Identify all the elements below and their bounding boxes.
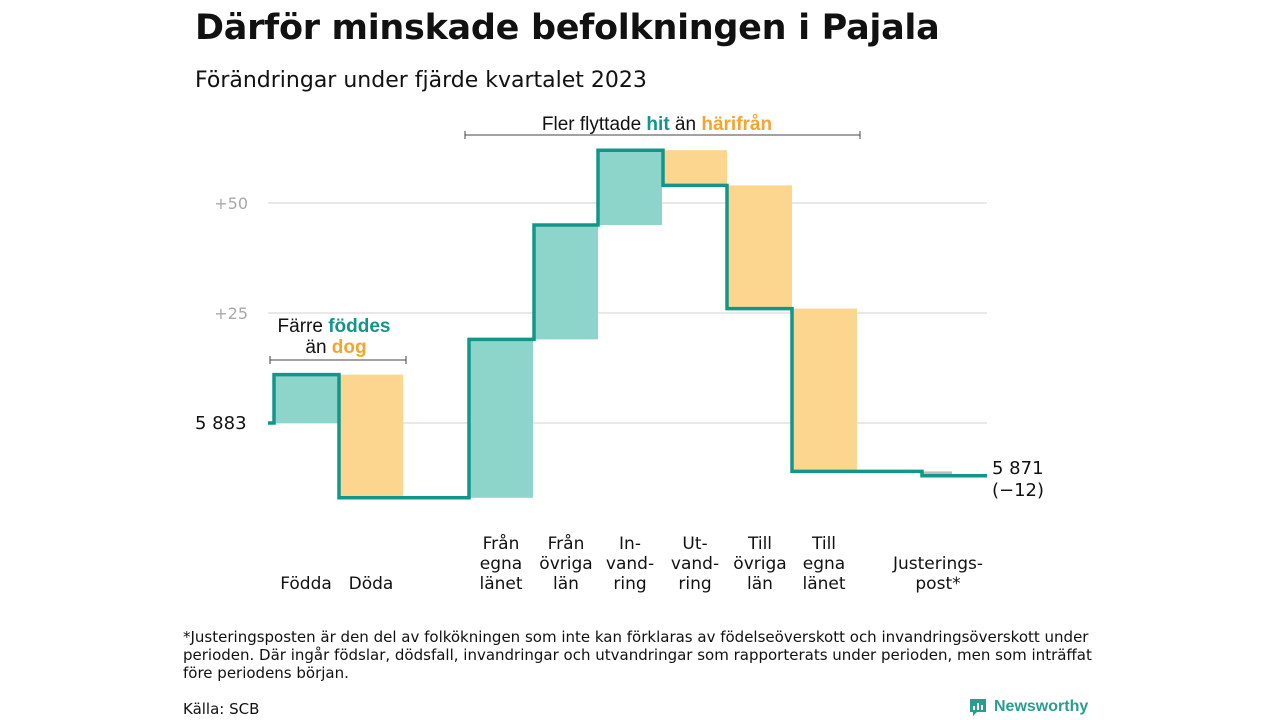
- category-label-line: Födda: [280, 574, 332, 594]
- category-label-line: länet: [802, 574, 845, 594]
- category-label-line: län: [553, 574, 579, 594]
- category-label-line: ring: [613, 574, 646, 594]
- category-label: Födda: [280, 574, 332, 594]
- category-label-line: län: [747, 574, 773, 594]
- category-label: In-vand-ring: [606, 534, 654, 594]
- waterfall-bar: [598, 150, 662, 225]
- category-label: Från egna länet: [479, 533, 522, 594]
- category-label-line: vand-: [671, 554, 719, 574]
- category-label-line: Till: [747, 534, 772, 554]
- waterfall-bar: [339, 374, 403, 498]
- category-label-line: post*: [915, 574, 960, 594]
- category-label-line: Justerings-: [892, 554, 983, 574]
- start-value-label: 5 883: [195, 413, 247, 434]
- end-delta-label: (−12): [992, 480, 1044, 501]
- category-label: Från övriga län: [539, 533, 592, 594]
- chart-bubble-icon: [970, 699, 986, 716]
- annotation-word: föddes: [328, 316, 390, 337]
- chart-title: Därför minskade befolkningen i Pajala: [195, 8, 940, 48]
- category-label: Till egna länet: [802, 534, 845, 594]
- category-label-line: egna: [803, 554, 845, 574]
- category-label-line: Ut-: [682, 534, 707, 554]
- end-value-label: 5 871: [992, 458, 1044, 479]
- footnote: *Justeringsposten är den del av folkökni…: [183, 628, 1092, 682]
- category-label-line: Från: [548, 533, 585, 554]
- cumulative-line: [268, 148, 987, 500]
- waterfall-bar: [727, 185, 792, 309]
- newsworthy-logo: Newsworthy: [968, 697, 1088, 717]
- category-label: Ut-vand-ring: [671, 534, 719, 594]
- source-note: Källa: SCB: [183, 700, 260, 718]
- category-label-line: ring: [678, 574, 711, 594]
- waterfall-bar: [469, 339, 533, 498]
- annotation-word: hit: [641, 114, 670, 135]
- waterfall-bar: [274, 374, 339, 423]
- births-annotation-line2: än dog: [305, 337, 366, 358]
- category-label: Justerings-post*: [892, 554, 983, 594]
- annotation-word: än: [670, 114, 702, 135]
- annotation-word: dog: [332, 337, 367, 358]
- births-annotation-line1: Färre föddes: [278, 316, 391, 337]
- logo-text: Newsworthy: [994, 698, 1089, 715]
- category-label-line: Till: [811, 534, 836, 554]
- chart-subtitle: Förändringar under fjärde kvartalet 2023: [195, 68, 647, 93]
- annotation-word: härifrån: [701, 114, 772, 135]
- y-tick-label: +25: [214, 304, 248, 323]
- waterfall-bar: [534, 225, 598, 340]
- category-label: Till övriga län: [733, 534, 786, 594]
- category-label-line: Döda: [349, 574, 394, 594]
- migration-annotation: Fler flyttade hit än härifrån: [542, 114, 772, 135]
- category-label-line: egna: [480, 554, 522, 574]
- annotation-word: Fler flyttade: [542, 114, 641, 135]
- category-label-line: vand-: [606, 554, 654, 574]
- waterfall-bar: [663, 150, 727, 186]
- category-label-line: övriga: [733, 554, 786, 574]
- category-label: Döda: [349, 574, 394, 594]
- waterfall-bar: [792, 308, 857, 472]
- annotation-word: Färre: [278, 316, 329, 337]
- waterfall-bar: [922, 471, 952, 476]
- category-label-line: In-: [619, 534, 641, 554]
- category-label-line: länet: [479, 574, 522, 594]
- y-tick-label: +50: [214, 194, 248, 213]
- category-label-line: övriga: [539, 554, 592, 574]
- annotation-word: än: [305, 337, 331, 358]
- category-label-line: Från: [483, 533, 520, 554]
